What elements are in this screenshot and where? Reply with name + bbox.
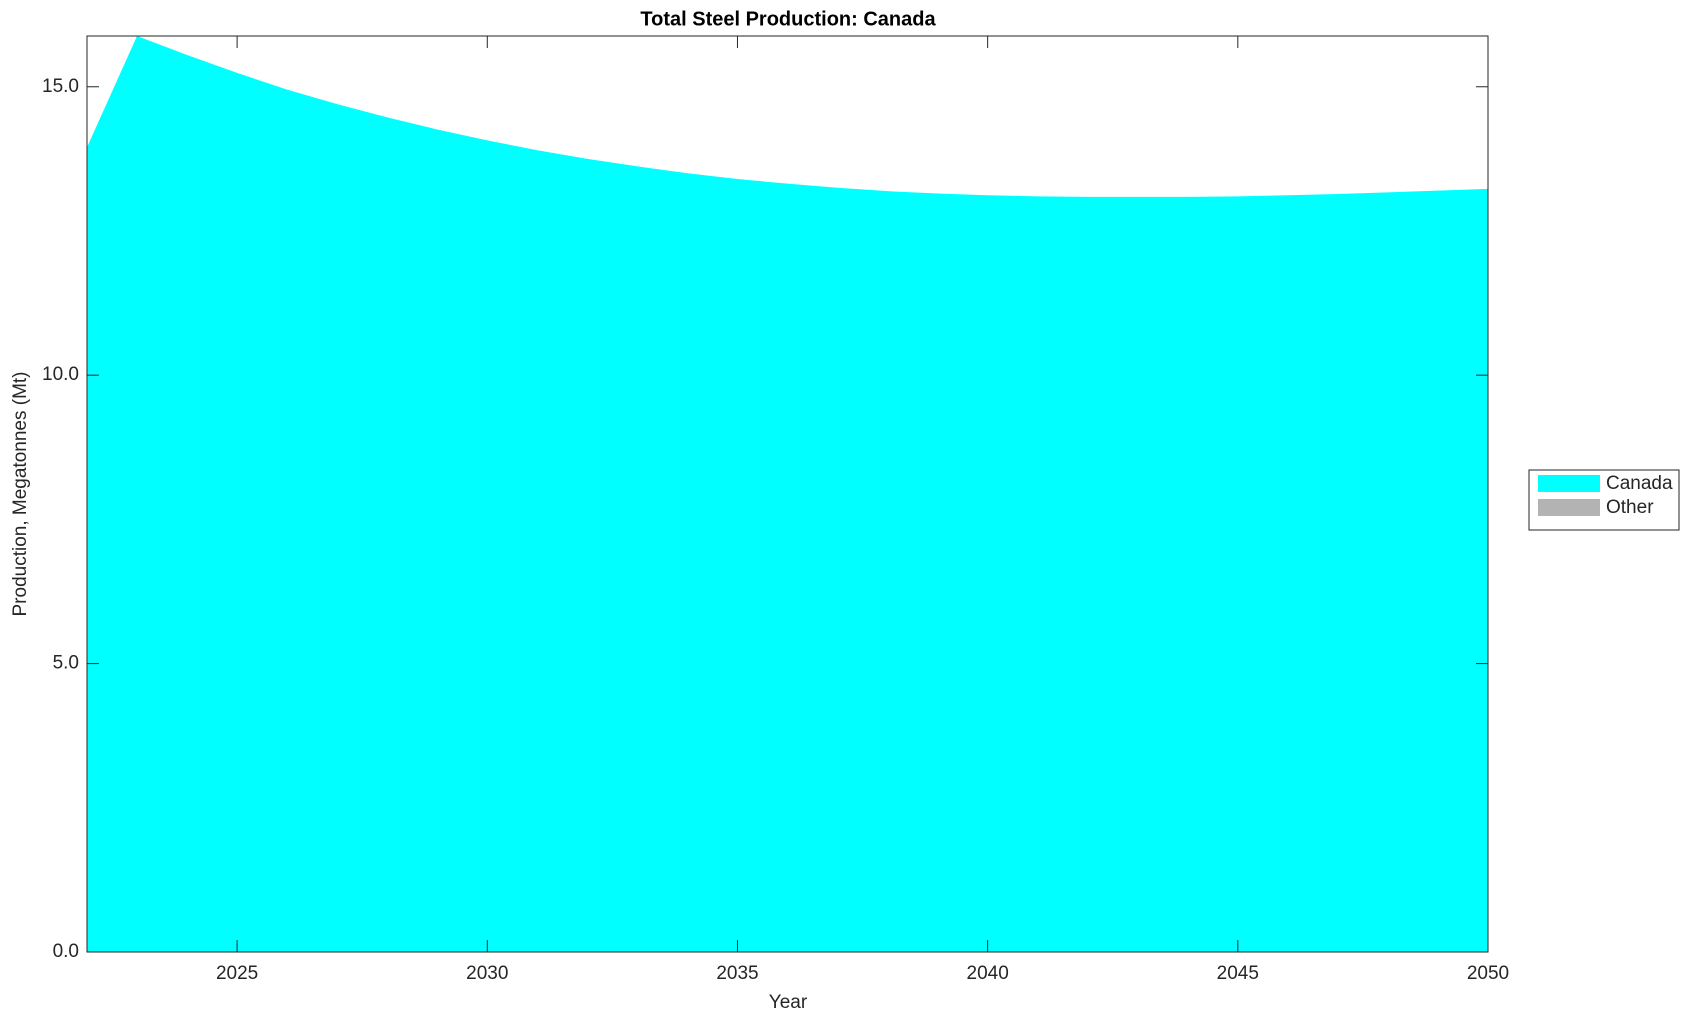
y-tick-label: 10.0 xyxy=(42,364,79,385)
x-tick-label: 2035 xyxy=(716,963,758,984)
legend-label: Canada xyxy=(1606,473,1673,494)
area xyxy=(87,36,1488,952)
legend-label: Other xyxy=(1606,497,1654,518)
y-tick-label: 5.0 xyxy=(53,653,79,674)
legend-swatch xyxy=(1538,499,1600,516)
x-tick-label: 2025 xyxy=(216,963,258,984)
plot-frame xyxy=(86,35,1489,953)
y-axis-label: Production, Megatonnes (Mt) xyxy=(10,371,31,616)
x-tick-label: 2050 xyxy=(1467,963,1509,984)
x-axis-label: Year xyxy=(769,992,808,1013)
y-tick-label: 15.0 xyxy=(42,76,79,97)
chart-title: Total Steel Production: Canada xyxy=(640,8,936,30)
x-tick-label: 2030 xyxy=(466,963,508,984)
x-tick-label: 2045 xyxy=(1217,963,1259,984)
x-tick-label: 2040 xyxy=(967,963,1009,984)
legend: Canada Other xyxy=(1528,469,1680,531)
y-tick-label: 0.0 xyxy=(53,941,79,962)
legend-swatch xyxy=(1538,475,1600,492)
